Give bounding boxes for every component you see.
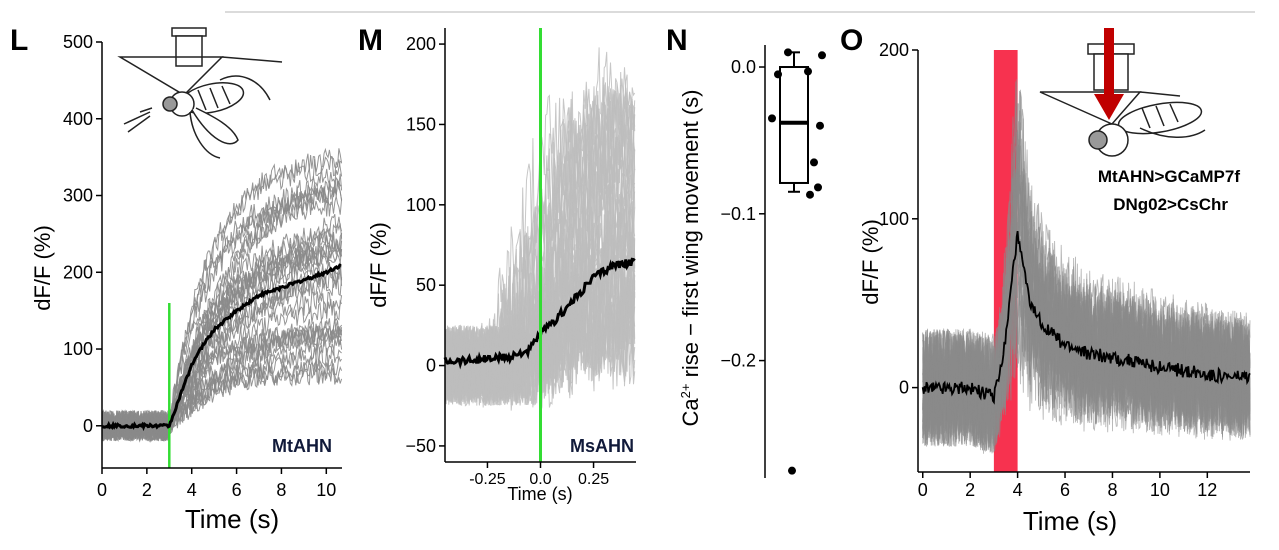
xlabel-m: Time (s): [507, 484, 572, 504]
data-point: [788, 466, 796, 475]
ylabel-n-post: rise − first wing movement (s): [678, 90, 703, 384]
panel-label-n: N: [666, 24, 688, 57]
y-tick-label: 0.0: [731, 57, 756, 77]
trial-traces-o: [922, 79, 1251, 454]
x-tick-label: 4: [187, 480, 197, 500]
ylabel-n-sup: 2+: [678, 384, 693, 399]
data-point: [784, 48, 792, 57]
ylabel-l: dF/F (%): [30, 225, 55, 311]
points-n: [768, 48, 826, 475]
data-point: [814, 183, 822, 192]
ylabel-n: Ca2+ rise − first wing movement (s): [678, 90, 703, 427]
x-tick-label: -0.25: [469, 471, 506, 488]
boxplot-n: [779, 51, 809, 193]
box: [779, 66, 809, 184]
panel-o: O 0 100 200 0 2 4 6 8 10 12 dF/F (%) Time (s) MtA…: [840, 24, 1251, 536]
x-tick-label: 12: [1197, 480, 1217, 500]
panel-label-l: L: [10, 24, 28, 57]
axes-o: 0 100 200 0 2 4 6 8 10 12: [879, 40, 1250, 500]
data-point: [816, 121, 824, 130]
x-tick-label: 6: [232, 480, 242, 500]
panel-label-m: M: [358, 24, 383, 57]
data-point: [768, 114, 776, 123]
data-point: [818, 51, 826, 60]
trial-traces-l: [101, 147, 343, 443]
y-tick-label: 50: [416, 275, 436, 295]
annotation-mtahn: MtAHN: [272, 436, 332, 456]
xlabel-o: Time (s): [1023, 506, 1117, 536]
mean-trace-l: [102, 263, 342, 432]
ylabel-o: dF/F (%): [858, 219, 883, 305]
arrow-shaft: [1104, 28, 1114, 96]
y-tick-label: 0: [83, 416, 93, 436]
x-tick-label: 8: [276, 480, 286, 500]
x-tick-label: 2: [965, 480, 975, 500]
x-tick-label: 8: [1107, 480, 1117, 500]
data-point: [774, 70, 782, 79]
data-point: [810, 158, 818, 167]
y-tick-label: 0: [899, 378, 909, 398]
y-tick-label: 400: [63, 109, 93, 129]
y-tick-label: 200: [879, 40, 909, 60]
y-tick-label: 100: [879, 209, 909, 229]
x-tick-label: 0.25: [578, 471, 609, 488]
panel-label-o: O: [840, 24, 863, 57]
optogenetic-arrow-icon: [1094, 28, 1124, 120]
x-tick-label: 2: [142, 480, 152, 500]
y-tick-label: −0.2: [720, 351, 756, 371]
x-tick-label: 0: [97, 480, 107, 500]
data-point: [806, 190, 814, 199]
y-tick-label: 100: [406, 195, 436, 215]
panel-n: N 0.0 −0.1 −0.2 Ca2+ rise − first wing mov…: [666, 24, 826, 478]
ylabel-m: dF/F (%): [366, 222, 391, 308]
x-tick-label: 4: [1013, 480, 1023, 500]
fly-wing-illustration: [117, 27, 283, 159]
y-tick-label: 300: [63, 186, 93, 206]
axes-l: 0 100 200 300 400 500 0 2 4 6 8 10: [63, 32, 342, 500]
x-tick-label: 0: [918, 480, 928, 500]
annotation-dng02-cschr: DNg02>CsChr: [1113, 195, 1228, 214]
data-point: [804, 67, 812, 76]
y-tick-label: 500: [63, 32, 93, 52]
axes-m: −50 0 50 100 150 200 -0.25 0.0 0.25: [405, 28, 636, 488]
panel-l: L 0 100 200 300 400 500 0 2 4 6 8 10 dF/F (%) Time …: [10, 24, 343, 534]
axes-n: 0.0 −0.1 −0.2: [720, 45, 766, 478]
y-tick-label: 200: [406, 34, 436, 54]
trial-trace: [101, 261, 343, 442]
x-tick-label: 0.0: [529, 471, 551, 488]
xlabel-l: Time (s): [185, 504, 279, 534]
annotation-mtahn-gcamp: MtAHN>GCaMP7f: [1098, 167, 1240, 186]
y-tick-label: 150: [406, 114, 436, 134]
y-tick-label: −50: [405, 436, 436, 456]
x-tick-label: 6: [1060, 480, 1070, 500]
panel-m: M −50 0 50 100 150 200 -0.25 0.0 0.25 dF/F (%) T…: [358, 24, 636, 504]
y-tick-label: 0: [426, 356, 436, 376]
microscope-objective-illustration: [1039, 43, 1206, 157]
x-tick-label: 10: [316, 480, 336, 500]
trial-trace: [101, 243, 343, 442]
ylabel-n-pre: Ca: [678, 398, 703, 427]
mean-trace-o: [921, 230, 1251, 405]
arrow-head: [1094, 94, 1124, 120]
annotation-msahn: MsAHN: [570, 436, 634, 456]
x-tick-label: 10: [1150, 480, 1170, 500]
y-tick-label: 100: [63, 339, 93, 359]
y-tick-label: 200: [63, 262, 93, 282]
y-tick-label: −0.1: [720, 204, 756, 224]
